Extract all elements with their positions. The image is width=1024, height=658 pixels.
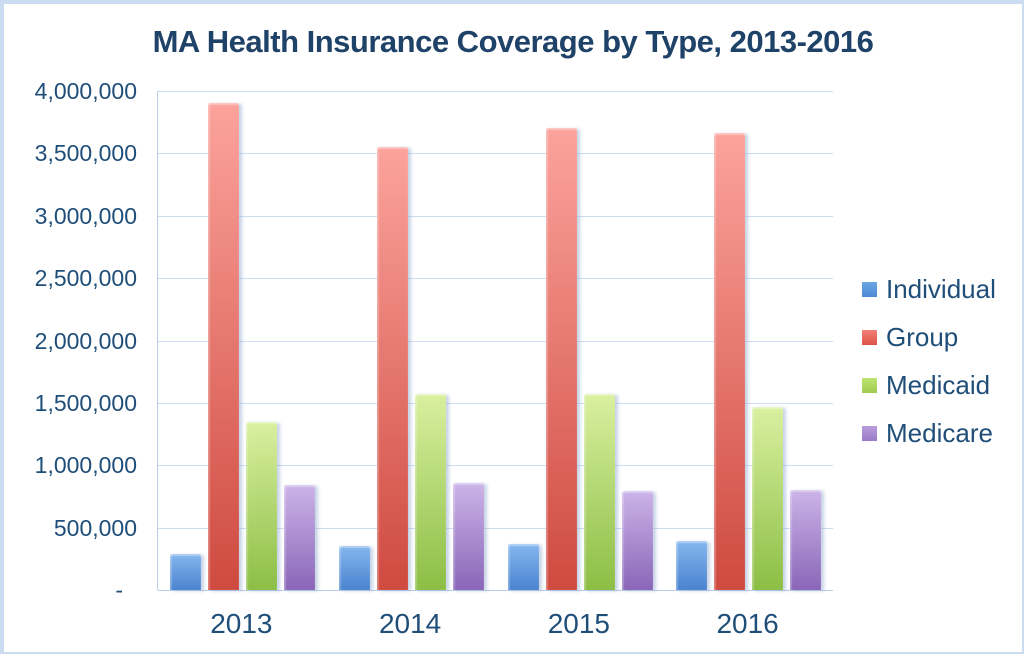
bar-medicare-2014 <box>453 483 484 590</box>
legend-swatch-icon <box>862 425 877 441</box>
legend-swatch-icon <box>862 329 877 345</box>
gridline <box>158 340 833 342</box>
bar-medicare-2015 <box>622 491 653 590</box>
y-tick-label: - <box>115 577 123 603</box>
y-tick-label: 4,000,000 <box>34 78 137 104</box>
x-axis-labels: 2013 2014 2015 2016 <box>157 608 832 648</box>
bar-group-2014 <box>377 147 408 590</box>
bar-individual-2013 <box>170 554 201 590</box>
x-tick-label: 2016 <box>716 608 779 639</box>
y-tick-label: 500,000 <box>53 514 137 541</box>
gridline <box>158 215 833 217</box>
x-tick-label: 2013 <box>210 608 273 639</box>
legend-label: Individual <box>886 273 996 304</box>
bar-medicaid-2016 <box>752 407 783 590</box>
bar-medicaid-2014 <box>415 394 446 590</box>
legend-label: Medicaid <box>886 369 991 400</box>
x-tick-label: 2014 <box>378 608 442 639</box>
y-tick-label: 2,500,000 <box>34 265 137 292</box>
y-tick-label: 3,500,000 <box>34 140 137 167</box>
legend-item-individual: Individual <box>862 274 996 304</box>
bar-individual-2016 <box>676 541 707 590</box>
bar-group-2013 <box>208 103 239 590</box>
legend-swatch-icon <box>862 281 877 297</box>
y-axis-labels: 4,000,000 3,500,000 3,000,000 2,500,000 2,00… <box>4 4 137 658</box>
y-tick-label: 1,500,000 <box>34 389 137 416</box>
y-tick-label: 3,000,000 <box>34 202 137 229</box>
chart-title: MA Health Insurance Coverage by Type, 20… <box>152 24 874 59</box>
legend-item-medicaid: Medicaid <box>862 370 996 400</box>
legend-item-medicare: Medicare <box>862 418 996 448</box>
legend-swatch-icon <box>862 377 877 393</box>
gridline <box>158 91 833 92</box>
bar-individual-2014 <box>339 546 370 590</box>
bar-medicare-2013 <box>284 485 315 590</box>
x-axis-line <box>158 590 833 591</box>
x-tick-label: 2015 <box>547 608 611 639</box>
gridline <box>158 402 833 404</box>
bar-medicaid-2015 <box>584 394 615 590</box>
legend: Individual Group Medicaid Medicare <box>862 274 996 469</box>
legend-label: Group <box>886 321 959 352</box>
legend-label: Medicare <box>886 417 993 448</box>
gridline <box>158 153 833 155</box>
y-tick-label: 2,000,000 <box>34 327 137 354</box>
bar-group-2016 <box>714 133 745 590</box>
plot-area <box>157 91 833 591</box>
gridline <box>158 465 833 467</box>
bar-medicaid-2013 <box>246 422 277 590</box>
gridline <box>158 527 833 529</box>
bar-individual-2015 <box>508 544 539 590</box>
legend-item-group: Group <box>862 322 996 352</box>
y-tick-label: 1,000,000 <box>34 452 137 479</box>
gridline <box>158 278 833 280</box>
bar-medicare-2016 <box>790 490 821 590</box>
bar-group-2015 <box>546 128 577 590</box>
